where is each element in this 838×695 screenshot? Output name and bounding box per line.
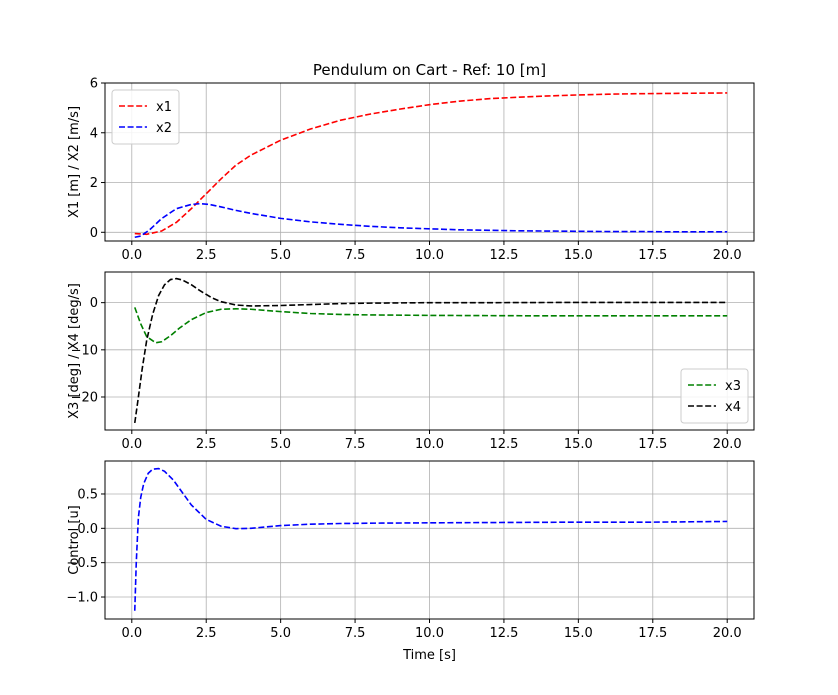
x-tick-label: 5.0 <box>270 626 291 641</box>
x-tick-label: 15.0 <box>564 248 593 263</box>
x-tick-label: 10.0 <box>415 437 444 452</box>
legend-box <box>680 368 749 424</box>
series-line-x3 <box>134 307 728 344</box>
x-tick-label: 10.0 <box>415 248 444 263</box>
bottom-subplot: 0.0 2.5 5.0 7.5 10.0 12.5 15.0 17.5 20.0 0.5 0.0 −0… <box>66 460 755 663</box>
x-tick-label: 7.5 <box>345 437 366 452</box>
series-line-x1 <box>134 92 728 236</box>
y-axis-label: X1 [m] / X2 [m/s] <box>67 106 82 218</box>
x-tick-label: 12.5 <box>489 248 518 263</box>
x-tick-label: 0.0 <box>121 248 142 263</box>
x-tick-label: 20.0 <box>713 626 742 641</box>
legend-label: x2 <box>156 121 172 136</box>
x-axis-label: Time [s] <box>402 648 456 663</box>
x-tick-label: 20.0 <box>713 248 742 263</box>
x-tick-label: 5.0 <box>270 437 291 452</box>
legend-label: x1 <box>156 100 172 115</box>
top-subplot: 0.0 2.5 5.0 7.5 10.0 12.5 15.0 17.5 20.0 0 2 4 6 X1 [… <box>67 61 755 263</box>
middle-subplot: 0.0 2.5 5.0 7.5 10.0 12.5 15.0 17.5 20.0 0 −10 −20X… <box>67 271 755 452</box>
legend-box <box>111 89 180 145</box>
y-tick-label: 0 <box>90 226 98 241</box>
y-axis-label: X3 [deg] / X4 [deg/s] <box>67 283 82 419</box>
x-tick-label: 17.5 <box>638 626 667 641</box>
x-tick-label: 20.0 <box>713 437 742 452</box>
series-line <box>133 467 728 611</box>
x-tick-label: 17.5 <box>638 437 667 452</box>
y-tick-label: −10 <box>71 343 98 358</box>
x-tick-label: 12.5 <box>489 437 518 452</box>
legend-label: x3 <box>725 379 741 394</box>
y-tick-label: 0 <box>90 296 98 311</box>
y-tick-label: 2 <box>90 176 98 191</box>
x-tick-label: 2.5 <box>196 626 217 641</box>
x-tick-label: 2.5 <box>196 248 217 263</box>
legend-label: x4 <box>725 400 741 415</box>
y-tick-label: −1.0 <box>66 591 98 606</box>
y-tick-label: 0.0 <box>77 522 98 537</box>
chart-title: Pendulum on Cart - Ref: 10 [m] <box>313 61 546 79</box>
y-tick-label: −20 <box>71 390 98 405</box>
y-axis-label: Control [u] <box>67 505 82 575</box>
x-tick-label: 0.0 <box>121 437 142 452</box>
x-tick-label: 10.0 <box>415 626 444 641</box>
x-tick-label: 2.5 <box>196 437 217 452</box>
x-tick-label: 12.5 <box>489 626 518 641</box>
x-tick-label: 15.0 <box>564 626 593 641</box>
x-tick-label: 7.5 <box>345 626 366 641</box>
series-line-x2 <box>134 202 728 239</box>
x-tick-label: 15.0 <box>564 437 593 452</box>
y-tick-label: 6 <box>90 77 98 92</box>
x-tick-label: 17.5 <box>638 248 667 263</box>
series-line-x4 <box>133 277 728 424</box>
x-tick-label: 0.0 <box>121 626 142 641</box>
x-tick-label: 5.0 <box>270 248 291 263</box>
y-tick-label: 4 <box>90 126 98 141</box>
x-tick-label: 7.5 <box>345 248 366 263</box>
y-tick-label: −0.5 <box>66 556 98 571</box>
y-tick-label: 0.5 <box>77 487 98 502</box>
